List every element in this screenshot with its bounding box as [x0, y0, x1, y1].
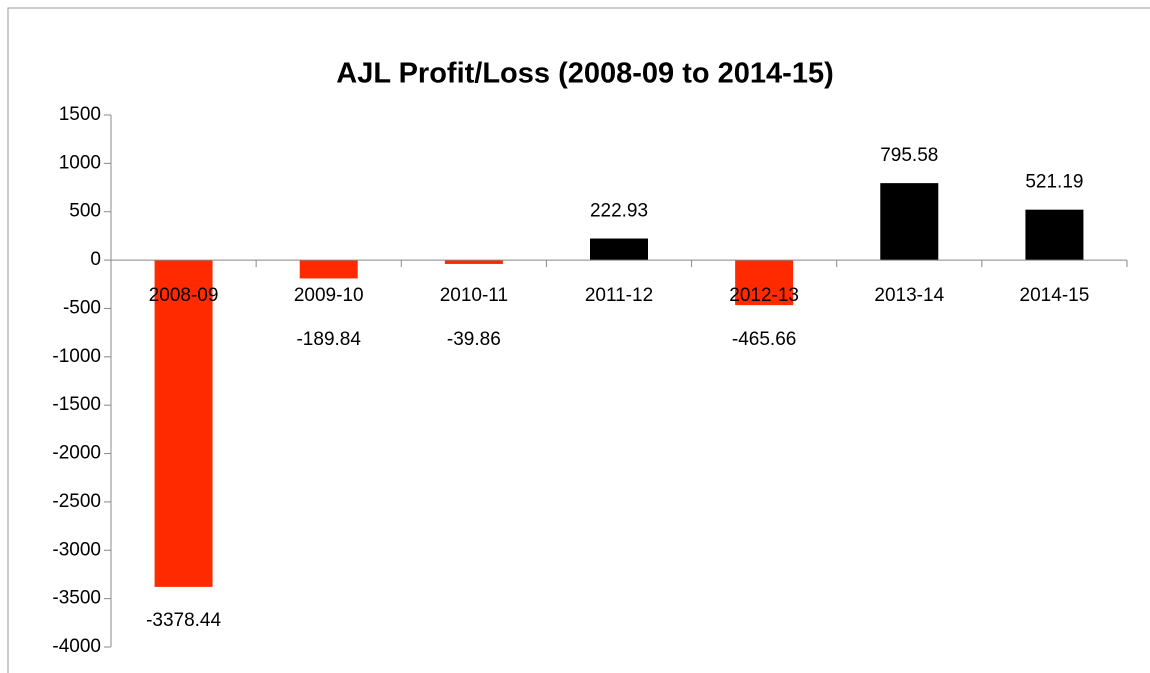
bar [299, 260, 358, 279]
y-tick-label: -3000 [52, 539, 101, 560]
bar [590, 238, 648, 261]
y-tick-label: -1500 [52, 394, 101, 415]
x-tick-label: 2012-13 [729, 285, 799, 306]
x-tick-label: 2008-09 [149, 285, 219, 306]
y-tick-label: -3500 [52, 588, 101, 609]
x-tick-label: 2011-12 [585, 285, 653, 306]
bar [1025, 209, 1084, 261]
chart-title: AJL Profit/Loss (2008-09 to 2014-15) [336, 58, 834, 90]
y-tick-label: -4000 [52, 636, 101, 657]
y-tick-label: 500 [69, 201, 101, 222]
x-tick-label: 2010-11 [440, 285, 508, 306]
chart-frame [7, 7, 1150, 673]
data-label: -189.84 [296, 329, 361, 350]
y-tick-label: -2500 [52, 491, 101, 512]
data-label: 521.19 [1025, 172, 1083, 193]
y-tick-label: -2000 [52, 443, 101, 464]
bar [880, 183, 939, 261]
y-tick-label: -500 [63, 297, 101, 318]
y-tick-label: -1000 [52, 346, 101, 367]
y-tick-label: 0 [90, 249, 101, 270]
x-tick-label: 2013-14 [874, 285, 944, 306]
bar [444, 260, 503, 264]
data-label: -39.86 [447, 329, 501, 350]
x-tick-label: 2014-15 [1020, 285, 1090, 306]
y-tick-label: 1000 [59, 152, 101, 173]
bar [735, 260, 794, 306]
data-label: -465.66 [732, 329, 796, 350]
y-tick-label: 1500 [59, 104, 101, 125]
bar [154, 260, 213, 587]
data-label: -3378.44 [146, 610, 221, 631]
data-label: 222.93 [590, 201, 648, 222]
x-tick-label: 2009-10 [294, 285, 364, 306]
data-label: 795.58 [880, 145, 938, 166]
